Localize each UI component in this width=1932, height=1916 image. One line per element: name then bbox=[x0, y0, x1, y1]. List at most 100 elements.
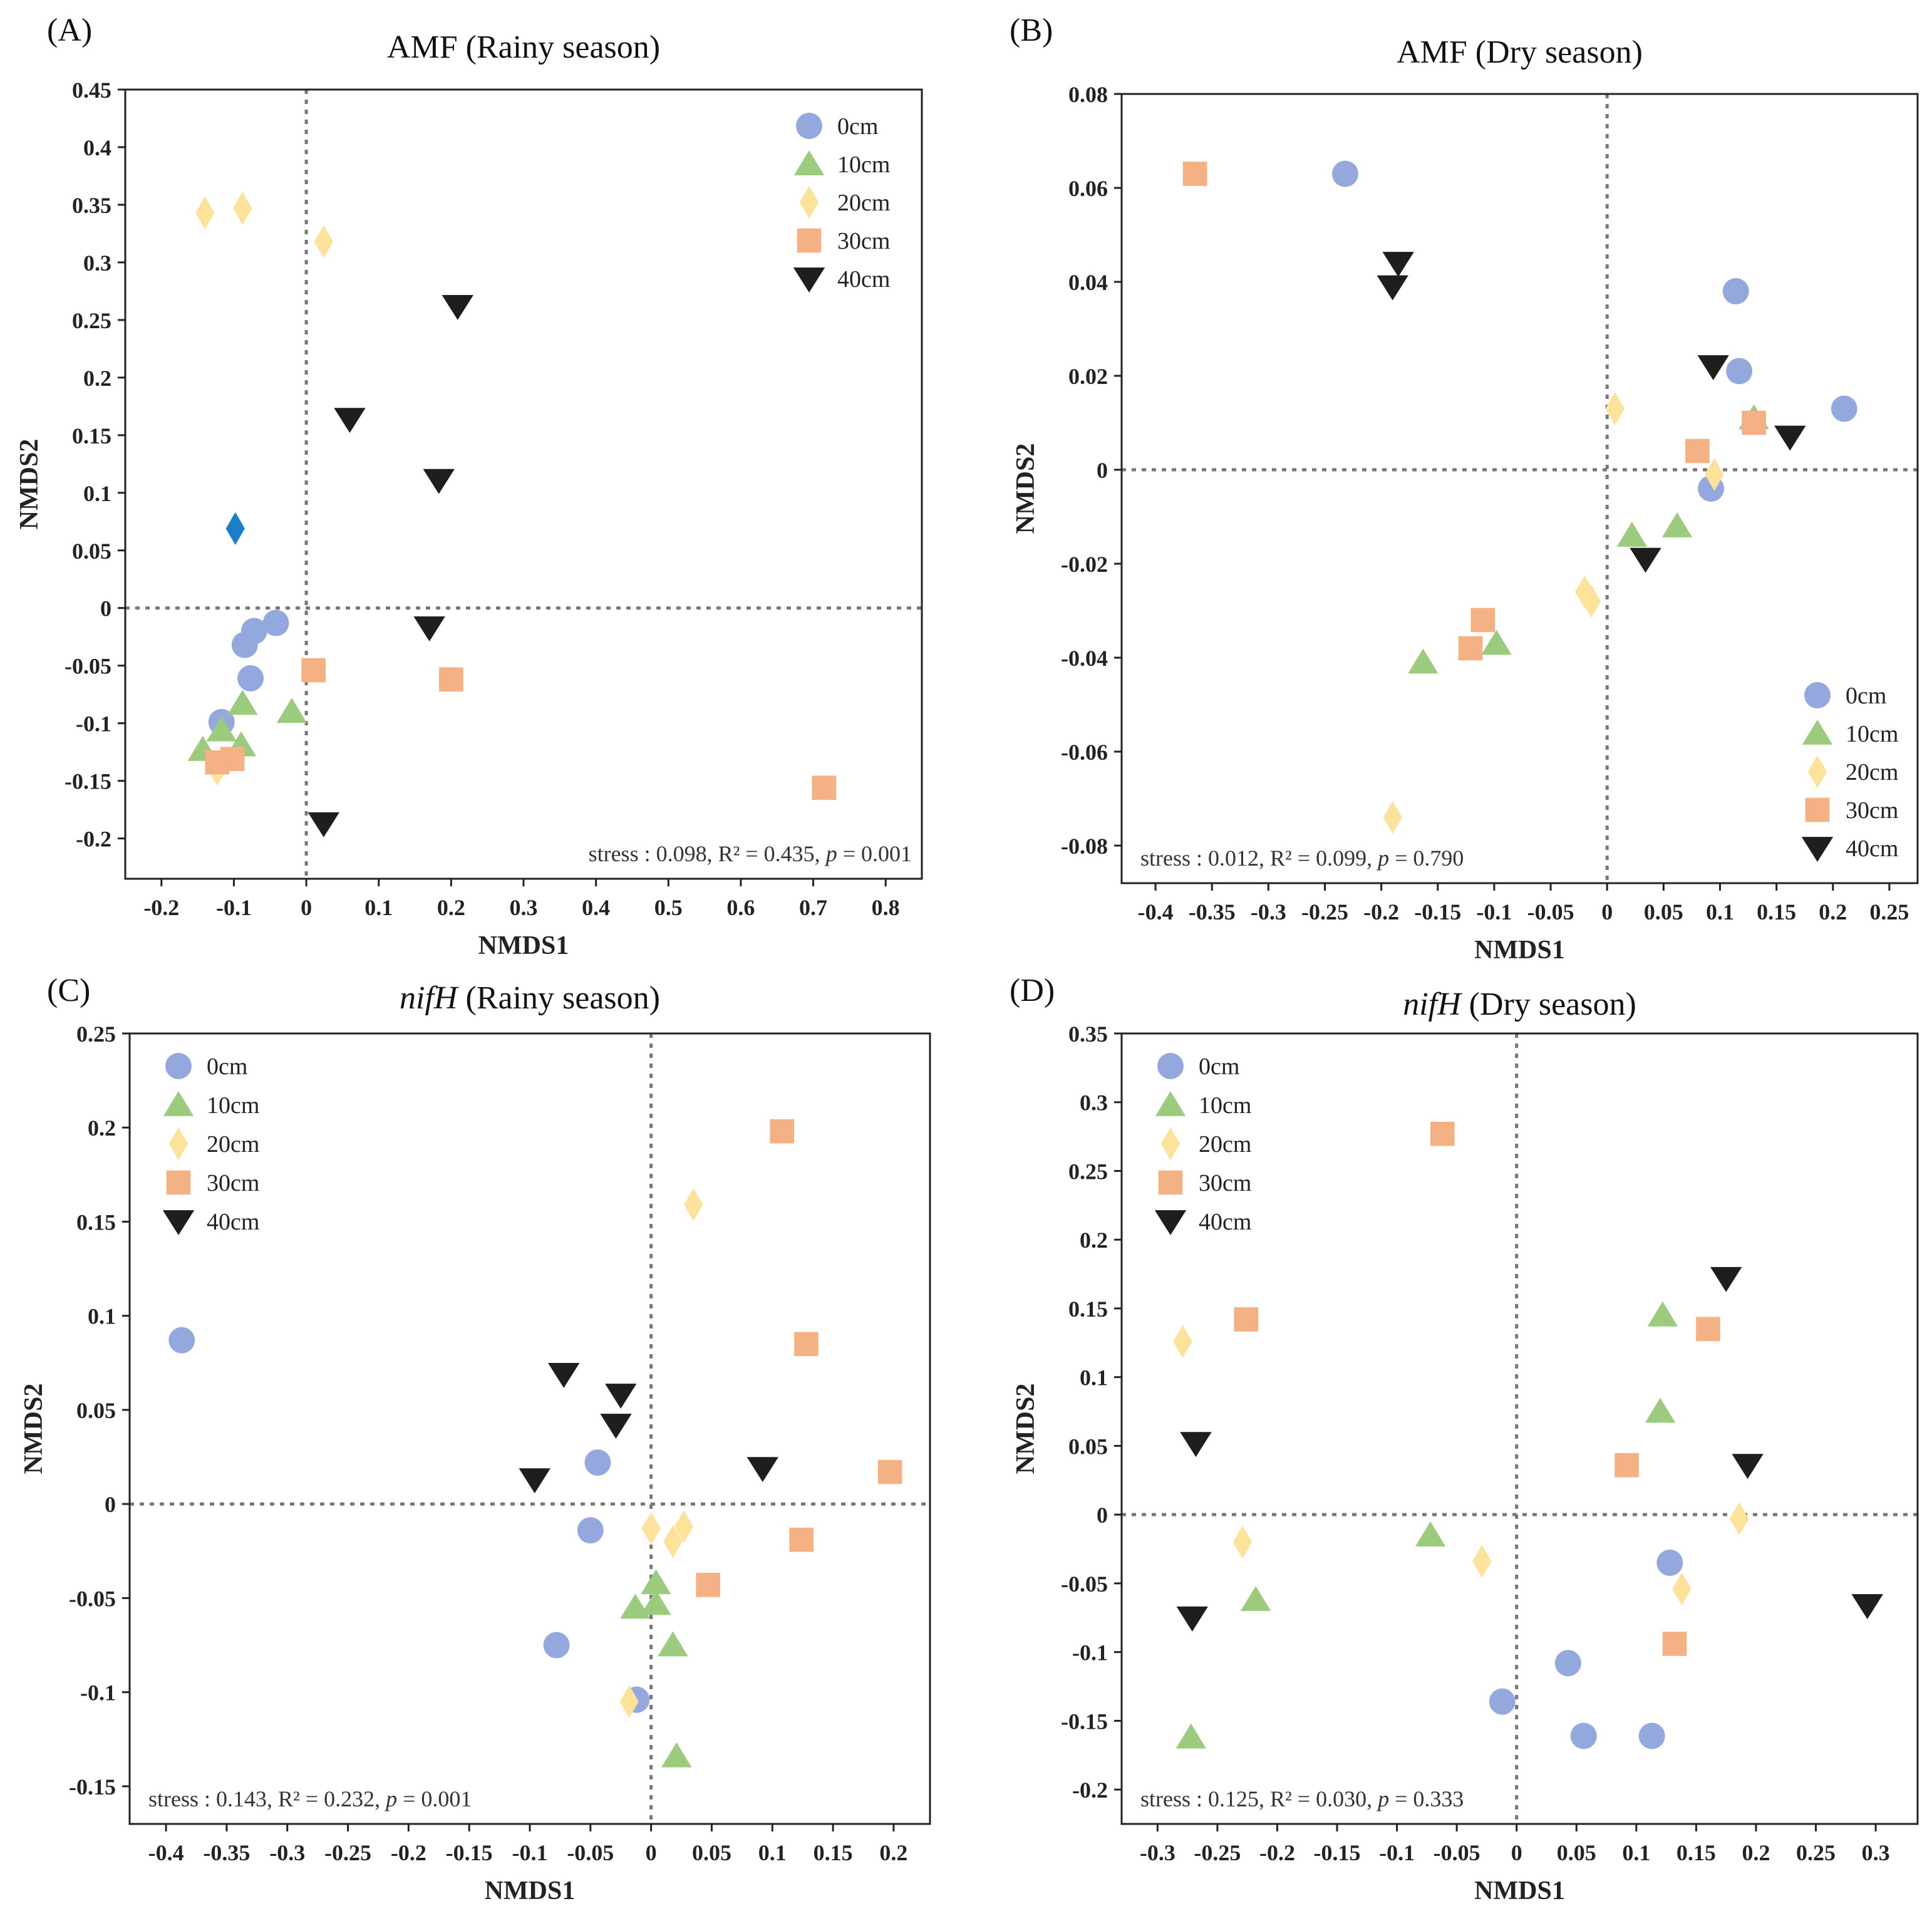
x-tick-label: 0.4 bbox=[582, 895, 610, 920]
point-10cm bbox=[1661, 512, 1693, 537]
y-tick-label: -0.15 bbox=[69, 1774, 116, 1799]
point-10cm bbox=[661, 1742, 692, 1768]
y-tick-label: 0.15 bbox=[1068, 1297, 1108, 1322]
point-10cm bbox=[1647, 1301, 1678, 1327]
x-tick-label: -0.4 bbox=[148, 1840, 184, 1865]
point-40cm bbox=[746, 1457, 778, 1483]
chart-title: nifH (Rainy season) bbox=[400, 980, 660, 1016]
chart-title: AMF (Dry season) bbox=[1397, 34, 1643, 70]
y-tick-label: -0.1 bbox=[80, 1680, 116, 1706]
y-tick-label: -0.08 bbox=[1061, 834, 1108, 859]
series-0cm bbox=[208, 609, 289, 735]
y-axis-label: NMDS2 bbox=[1011, 443, 1040, 534]
point-40cm bbox=[605, 1384, 637, 1409]
panel-a: (A) AMF (Rainy season) -0.2 -0.1 0 0.1 0.2 0.3 0… bbox=[15, 13, 923, 960]
y-tick-label: -0.06 bbox=[1061, 740, 1108, 765]
y-tick-label: 0.15 bbox=[76, 1209, 116, 1235]
chart-title-rest: (Rainy season) bbox=[457, 980, 659, 1016]
y-tick-label: -0.05 bbox=[65, 654, 111, 679]
y-tick-label: -0.2 bbox=[76, 827, 111, 852]
point-10cm bbox=[620, 1593, 651, 1619]
point-0cm bbox=[1489, 1688, 1516, 1715]
point-30cm bbox=[1458, 636, 1483, 661]
point-40cm bbox=[1774, 425, 1806, 451]
y-tick-label: -0.2 bbox=[1072, 1778, 1108, 1803]
legend-label-30cm: 30cm bbox=[837, 228, 890, 254]
x-tick-label: -0.2 bbox=[1259, 1840, 1295, 1865]
point-10cm bbox=[276, 698, 307, 723]
stats-stress: stress : 0.012, bbox=[1140, 846, 1270, 871]
point-0cm bbox=[1831, 395, 1857, 422]
chart-title-italic: nifH bbox=[400, 980, 459, 1016]
legend-marker-10cm bbox=[1155, 1090, 1186, 1116]
legend-label-0cm: 0cm bbox=[837, 113, 878, 140]
series-0cm bbox=[1489, 1549, 1683, 1749]
x-tick-label: 0.7 bbox=[799, 895, 827, 920]
point-10cm bbox=[1240, 1586, 1271, 1612]
point-40cm bbox=[442, 294, 473, 320]
y-tick-label: 0.2 bbox=[83, 366, 111, 391]
stats-stress: stress : 0.125, bbox=[1140, 1786, 1270, 1811]
point-10cm bbox=[658, 1631, 688, 1657]
x-tick-label: -0.1 bbox=[1476, 899, 1512, 924]
legend-label-10cm: 10cm bbox=[207, 1092, 259, 1119]
chart-title-italic: nifH bbox=[1403, 986, 1462, 1022]
stats-p-label: p bbox=[824, 841, 837, 866]
point-20cm bbox=[314, 225, 333, 259]
legend-marker-10cm bbox=[163, 1090, 194, 1116]
series-30cm bbox=[1182, 162, 1766, 661]
legend-marker-30cm bbox=[166, 1170, 191, 1195]
point-10cm bbox=[1408, 648, 1439, 674]
y-tick-label: 0.2 bbox=[1080, 1228, 1108, 1253]
x-tick-label: -0.35 bbox=[203, 1840, 250, 1865]
x-axis-label: NMDS1 bbox=[478, 931, 569, 960]
point-40cm bbox=[519, 1468, 550, 1494]
point-30cm bbox=[1234, 1307, 1259, 1332]
point-0cm bbox=[168, 1327, 195, 1354]
y-tick-label: 0.3 bbox=[83, 251, 111, 276]
series-40cm bbox=[519, 1363, 778, 1494]
legend-label-20cm: 20cm bbox=[1199, 1131, 1251, 1157]
x-tick-label: 0.1 bbox=[758, 1840, 787, 1865]
x-axis-label: NMDS1 bbox=[1474, 936, 1565, 965]
legend-marker-40cm bbox=[162, 1210, 195, 1236]
point-20cm-outlier bbox=[225, 512, 245, 546]
x-tick-label: -0.2 bbox=[1363, 899, 1399, 924]
legend-label-20cm: 20cm bbox=[207, 1131, 259, 1157]
series-40cm bbox=[1377, 252, 1806, 573]
point-30cm bbox=[1182, 162, 1207, 186]
legend-marker-30cm bbox=[797, 228, 822, 253]
legend-marker-0cm bbox=[1157, 1053, 1184, 1079]
series-20cm-outlier bbox=[225, 512, 245, 546]
point-20cm bbox=[1581, 584, 1601, 618]
legend-label-40cm: 40cm bbox=[207, 1209, 259, 1235]
point-30cm bbox=[812, 775, 837, 800]
y-tick-label: -0.15 bbox=[1061, 1709, 1108, 1734]
stats-p-value: = 0.001 bbox=[837, 841, 912, 866]
point-40cm bbox=[548, 1363, 580, 1388]
point-10cm bbox=[227, 690, 258, 715]
x-axis-label: NMDS1 bbox=[1474, 1877, 1565, 1905]
point-20cm bbox=[1472, 1545, 1492, 1578]
x-tick-label: -0.1 bbox=[1379, 1840, 1415, 1865]
point-20cm bbox=[1383, 800, 1402, 834]
legend-marker-40cm bbox=[1801, 837, 1834, 862]
x-tick-label: -0.15 bbox=[1314, 1840, 1361, 1865]
x-tick-label: 0.5 bbox=[654, 895, 683, 920]
y-tick-label: 0.15 bbox=[72, 423, 111, 448]
x-tick-label: -0.15 bbox=[446, 1840, 493, 1865]
point-40cm bbox=[413, 616, 445, 642]
point-10cm bbox=[641, 1590, 671, 1615]
stats-p-value: = 0.790 bbox=[1389, 846, 1464, 871]
x-tick-label: 0.1 bbox=[1622, 1840, 1650, 1865]
x-tick-label: 0.2 bbox=[879, 1840, 907, 1865]
stats-annotation: stress : 0.012, R² = 0.099, p = 0.790 bbox=[1140, 846, 1464, 871]
point-30cm bbox=[770, 1119, 795, 1144]
stats-r2: R² = 0.232, bbox=[278, 1786, 386, 1811]
point-20cm bbox=[663, 1525, 683, 1558]
point-20cm bbox=[1605, 392, 1625, 425]
y-axis-label: NMDS2 bbox=[15, 439, 44, 530]
chart-title: AMF (Rainy season) bbox=[387, 29, 660, 65]
point-40cm bbox=[1176, 1606, 1208, 1632]
point-40cm bbox=[1851, 1594, 1883, 1620]
